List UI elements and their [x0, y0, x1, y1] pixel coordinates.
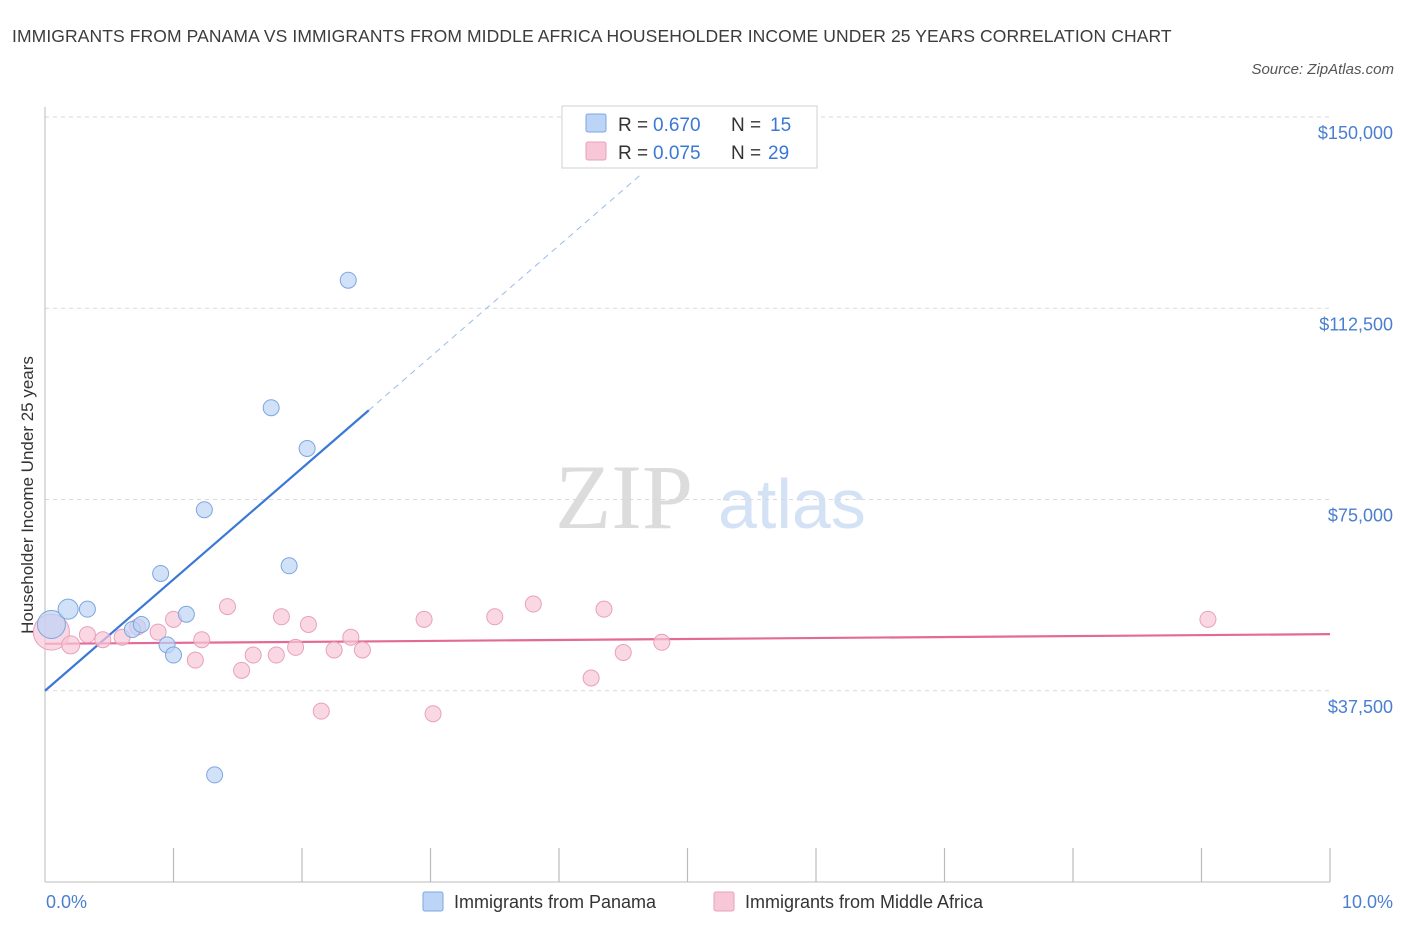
- x-tick-labels: 0.0% 10.0%: [46, 892, 1393, 912]
- point-panama: [132, 615, 150, 633]
- point-middle-africa: [244, 646, 262, 664]
- legend-swatch-middle-africa: [585, 141, 607, 161]
- legend-r-value-panama: 0.670: [653, 115, 701, 136]
- point-middle-africa: [233, 661, 251, 679]
- point-middle-africa: [486, 608, 504, 626]
- point-middle-africa: [272, 608, 290, 626]
- legend-r-label-middle-africa: R =: [618, 143, 648, 164]
- y-tick-label: $37,500: [1328, 697, 1393, 717]
- point-middle-africa: [149, 623, 167, 641]
- y-tick-label: $150,000: [1318, 123, 1393, 143]
- watermark-atlas: atlas: [718, 465, 866, 543]
- point-panama: [78, 600, 96, 618]
- point-middle-africa: [614, 644, 632, 661]
- trend-lines: [44, 172, 1331, 692]
- point-panama: [206, 766, 224, 784]
- bottom-legend: Immigrants from Panama Immigrants from M…: [422, 891, 984, 912]
- legend-n-value-middle-africa: 29: [768, 143, 789, 164]
- point-middle-africa: [342, 628, 360, 646]
- point-panama: [57, 598, 79, 620]
- point-middle-africa: [299, 615, 317, 633]
- bottom-legend-label-middle-africa: Immigrants from Middle Africa: [745, 892, 984, 912]
- trend-line-panama: [44, 409, 370, 692]
- y-tick-label: $75,000: [1328, 506, 1393, 526]
- bottom-legend-label-panama: Immigrants from Panama: [454, 892, 657, 912]
- trend-line-panama-extension: [368, 172, 643, 411]
- point-panama: [36, 609, 66, 639]
- point-middle-africa: [312, 702, 330, 720]
- legend-r-label-panama: R =: [618, 115, 648, 136]
- point-middle-africa: [582, 669, 600, 687]
- point-panama: [280, 557, 298, 575]
- axes: [44, 107, 1331, 883]
- watermark-zip: ZIP: [555, 446, 693, 548]
- point-middle-africa: [193, 631, 211, 649]
- gridlines: [45, 116, 1330, 692]
- point-panama: [152, 564, 170, 582]
- point-middle-africa: [78, 626, 96, 644]
- trend-line-middle-africa: [44, 633, 1331, 645]
- point-panama: [262, 399, 280, 417]
- x-tick-label: 0.0%: [46, 892, 87, 912]
- legend-n-value-panama: 15: [770, 115, 791, 136]
- point-middle-africa: [325, 641, 343, 659]
- point-middle-africa: [653, 633, 671, 651]
- legend-n-label-panama: N =: [731, 115, 761, 136]
- point-middle-africa: [186, 651, 204, 669]
- data-points: [32, 271, 1217, 784]
- point-panama: [339, 271, 357, 289]
- y-axis-label: Householder Income Under 25 years: [18, 356, 37, 634]
- point-middle-africa: [424, 705, 442, 723]
- point-middle-africa: [94, 631, 112, 649]
- x-tick-label: 10.0%: [1342, 892, 1393, 912]
- point-panama: [298, 440, 316, 457]
- legend-n-label-middle-africa: N =: [731, 143, 761, 164]
- point-middle-africa: [267, 646, 285, 664]
- point-middle-africa: [287, 638, 305, 656]
- bottom-legend-swatch-middle-africa: [713, 891, 735, 912]
- bottom-legend-swatch-panama: [422, 891, 444, 912]
- point-panama: [165, 646, 182, 664]
- point-middle-africa: [415, 610, 433, 628]
- legend: R = 0.670 N = 15 R = 0.075 N = 29: [561, 105, 818, 169]
- point-panama: [195, 501, 213, 519]
- legend-swatch-panama: [585, 113, 607, 133]
- point-panama: [177, 605, 195, 623]
- point-middle-africa: [595, 600, 613, 618]
- point-middle-africa: [353, 641, 371, 659]
- y-tick-labels: $37,500 $75,000 $112,500 $150,000: [1318, 123, 1393, 717]
- point-middle-africa: [218, 598, 236, 616]
- point-middle-africa: [61, 635, 81, 655]
- point-middle-africa: [524, 595, 542, 613]
- chart-title: IMMIGRANTS FROM PANAMA VS IMMIGRANTS FRO…: [12, 26, 1172, 46]
- legend-r-value-middle-africa: 0.075: [653, 143, 701, 164]
- source-label: Source: ZipAtlas.com: [1251, 61, 1394, 78]
- point-middle-africa: [1199, 610, 1217, 628]
- y-tick-label: $112,500: [1319, 314, 1393, 334]
